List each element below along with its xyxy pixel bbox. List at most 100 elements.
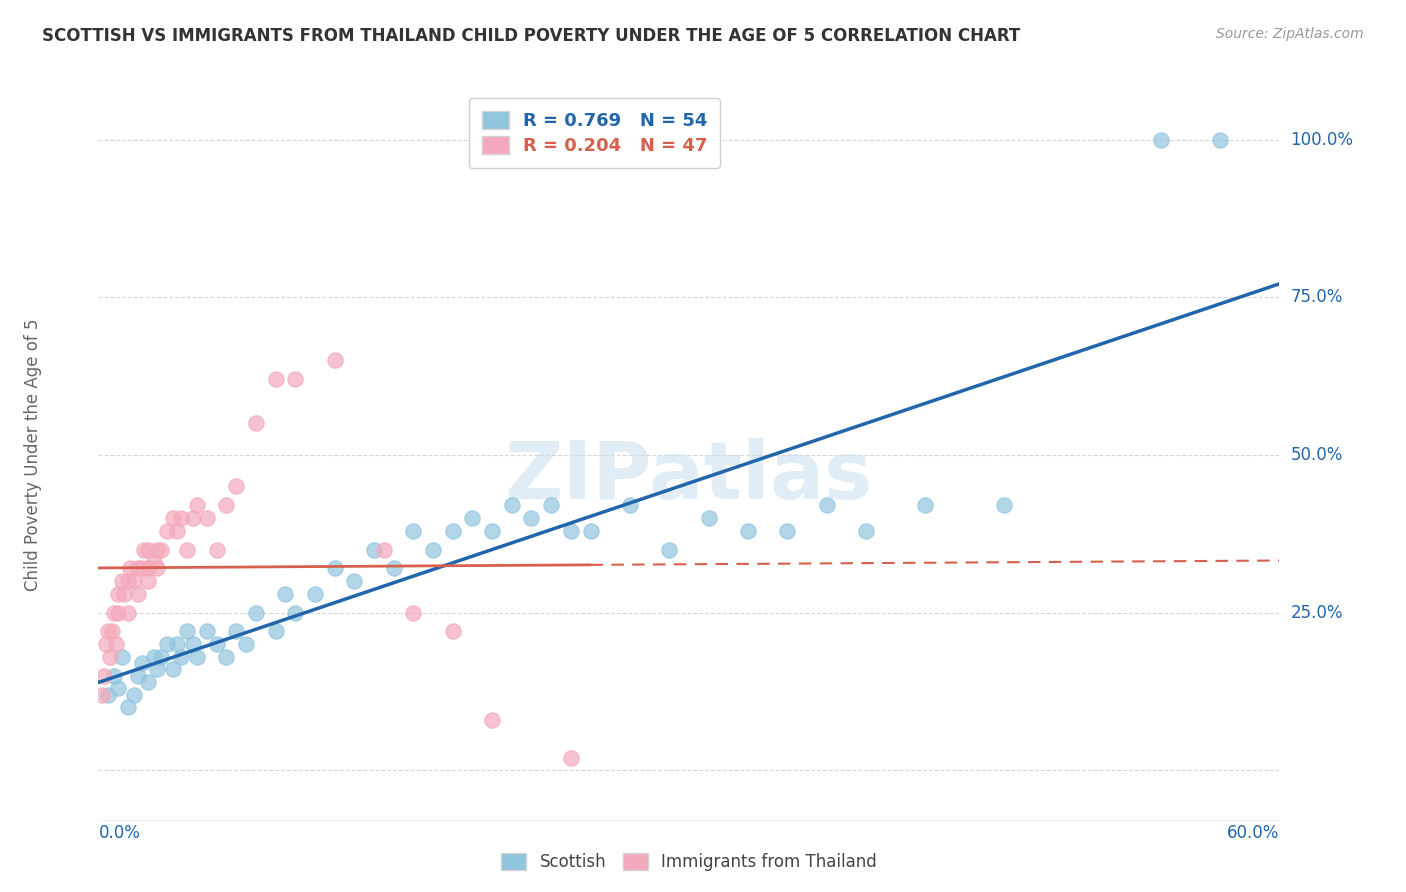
Point [382, 561, 405, 575]
Point [579, 524, 602, 538]
Point [131, 561, 153, 575]
Point [776, 524, 799, 538]
Point [117, 574, 139, 588]
Point [181, 637, 204, 651]
Point [186, 499, 208, 513]
Point [501, 499, 523, 513]
Point [461, 511, 484, 525]
Point [323, 353, 346, 368]
Point [225, 479, 247, 493]
Point [235, 637, 257, 651]
Point [343, 574, 366, 588]
Point [737, 524, 759, 538]
Point [111, 649, 134, 664]
Point [136, 542, 159, 557]
Point [481, 713, 503, 727]
Point [422, 542, 444, 557]
Point [245, 417, 267, 431]
Point [170, 649, 193, 664]
Point [284, 372, 307, 386]
Point [107, 587, 129, 601]
Point [142, 555, 165, 569]
Point [162, 662, 184, 676]
Point [402, 524, 425, 538]
Point [658, 542, 681, 557]
Point [993, 499, 1015, 513]
Point [441, 524, 464, 538]
Text: 75.0%: 75.0% [1291, 288, 1343, 306]
Point [150, 649, 173, 664]
Point [146, 542, 169, 557]
Point [136, 674, 159, 689]
Point [245, 606, 267, 620]
Point [402, 606, 425, 620]
Point [91, 688, 114, 702]
Point [96, 637, 118, 651]
Point [166, 637, 188, 651]
Point [118, 561, 141, 575]
Point [205, 542, 228, 557]
Point [122, 688, 145, 702]
Point [122, 574, 145, 588]
Text: 50.0%: 50.0% [1291, 446, 1343, 464]
Point [103, 606, 125, 620]
Point [274, 587, 297, 601]
Point [107, 681, 129, 696]
Text: 0.0%: 0.0% [98, 824, 141, 842]
Point [284, 606, 307, 620]
Point [176, 624, 198, 639]
Point [101, 624, 124, 639]
Point [97, 688, 120, 702]
Point [170, 511, 193, 525]
Point [156, 524, 179, 538]
Point [264, 372, 287, 386]
Text: Source: ZipAtlas.com: Source: ZipAtlas.com [1216, 27, 1364, 41]
Point [181, 511, 204, 525]
Point [1150, 133, 1173, 147]
Point [373, 542, 395, 557]
Point [441, 624, 464, 639]
Point [304, 587, 326, 601]
Point [166, 524, 188, 538]
Point [323, 561, 346, 575]
Point [560, 524, 582, 538]
Point [195, 624, 218, 639]
Point [111, 574, 134, 588]
Point [520, 511, 543, 525]
Point [136, 561, 159, 575]
Point [215, 499, 238, 513]
Point [363, 542, 385, 557]
Point [107, 606, 129, 620]
Point [186, 649, 208, 664]
Point [195, 511, 218, 525]
Legend: Scottish, Immigrants from Thailand: Scottish, Immigrants from Thailand [495, 847, 883, 878]
Point [1209, 133, 1232, 147]
Point [146, 561, 169, 575]
Point [205, 637, 228, 651]
Text: 60.0%: 60.0% [1227, 824, 1279, 842]
Point [146, 662, 169, 676]
Point [132, 542, 155, 557]
Point [264, 624, 287, 639]
Point [117, 606, 139, 620]
Point [225, 624, 247, 639]
Point [481, 524, 503, 538]
Text: ZIPatlas: ZIPatlas [505, 438, 873, 516]
Point [103, 668, 125, 682]
Point [117, 700, 139, 714]
Point [855, 524, 877, 538]
Text: 100.0%: 100.0% [1291, 130, 1354, 149]
Point [127, 561, 149, 575]
Point [815, 499, 838, 513]
Point [150, 542, 173, 557]
Point [97, 624, 120, 639]
Point [93, 668, 115, 682]
Point [619, 499, 641, 513]
Point [105, 637, 128, 651]
Text: 25.0%: 25.0% [1291, 604, 1343, 622]
Point [136, 574, 159, 588]
Point [560, 750, 582, 764]
Text: Child Poverty Under the Age of 5: Child Poverty Under the Age of 5 [24, 318, 42, 591]
Point [98, 649, 121, 664]
Point [156, 637, 179, 651]
